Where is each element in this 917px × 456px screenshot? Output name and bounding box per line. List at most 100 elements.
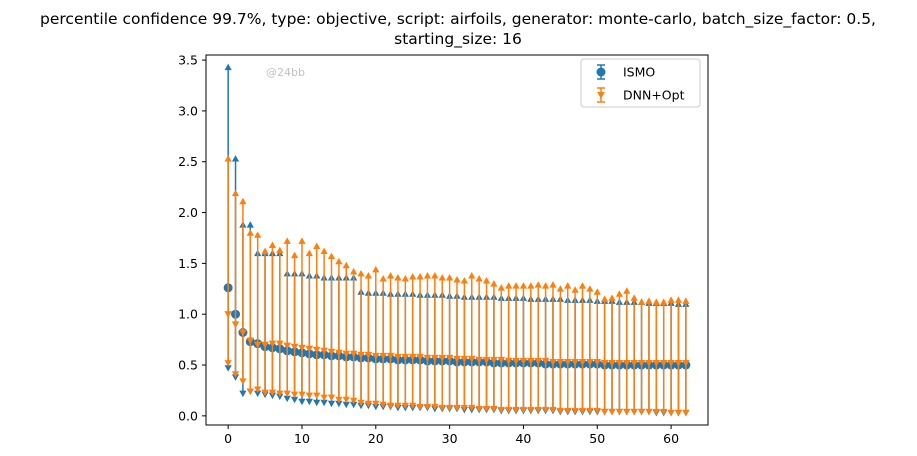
lower-cap bbox=[645, 408, 653, 416]
upper-cap bbox=[564, 282, 572, 289]
x-tick-label: 60 bbox=[663, 431, 679, 446]
lower-cap bbox=[682, 409, 690, 417]
data-point bbox=[386, 352, 395, 360]
upper-cap bbox=[320, 247, 328, 255]
lower-cap bbox=[578, 407, 587, 415]
lower-cap bbox=[593, 407, 601, 415]
lower-cap bbox=[541, 406, 550, 414]
data-point bbox=[578, 358, 587, 366]
lower-cap bbox=[623, 408, 631, 416]
series-dnn-opt bbox=[224, 155, 690, 417]
lower-cap bbox=[364, 400, 373, 408]
lower-cap bbox=[313, 399, 321, 407]
lower-cap bbox=[305, 398, 313, 406]
upper-cap bbox=[416, 272, 424, 280]
data-point bbox=[600, 359, 609, 367]
lower-cap bbox=[482, 405, 491, 413]
lower-cap bbox=[615, 408, 624, 416]
upper-cap bbox=[372, 265, 380, 273]
upper-cap bbox=[246, 221, 254, 228]
upper-cap bbox=[342, 261, 350, 269]
lower-cap bbox=[290, 391, 299, 399]
x-tick-label: 30 bbox=[442, 431, 458, 446]
data-point bbox=[541, 357, 550, 365]
lower-cap bbox=[497, 406, 505, 414]
lower-cap bbox=[350, 397, 358, 405]
upper-cap bbox=[615, 290, 624, 297]
upper-cap bbox=[630, 294, 638, 301]
watermark-text: @24bb bbox=[266, 66, 305, 79]
data-point bbox=[246, 337, 255, 345]
upper-cap bbox=[549, 281, 557, 288]
lower-cap bbox=[601, 408, 609, 416]
upper-cap bbox=[453, 276, 461, 283]
upper-cap bbox=[578, 282, 587, 289]
data-point bbox=[379, 352, 387, 360]
upper-cap bbox=[231, 155, 240, 162]
upper-cap bbox=[386, 271, 395, 279]
lower-cap bbox=[630, 408, 638, 416]
data-point bbox=[283, 342, 292, 350]
data-point bbox=[357, 351, 365, 359]
data-point bbox=[327, 348, 336, 356]
lower-cap bbox=[335, 396, 343, 404]
lower-cap bbox=[379, 401, 387, 409]
upper-cap bbox=[519, 282, 528, 289]
data-point bbox=[475, 356, 483, 364]
upper-cap bbox=[608, 294, 616, 301]
y-tick-label: 2.5 bbox=[178, 154, 198, 169]
lower-cap bbox=[268, 389, 277, 397]
upper-cap bbox=[379, 275, 387, 282]
data-point bbox=[645, 359, 653, 367]
upper-cap bbox=[475, 275, 483, 282]
data-point bbox=[497, 356, 506, 364]
data-point bbox=[563, 358, 572, 366]
x-tick-label: 10 bbox=[294, 431, 310, 446]
upper-cap bbox=[290, 251, 299, 259]
lower-cap bbox=[298, 398, 306, 406]
upper-cap bbox=[482, 277, 491, 284]
data-point bbox=[504, 357, 513, 365]
lower-cap bbox=[438, 404, 446, 412]
lower-cap bbox=[283, 390, 291, 398]
lower-cap bbox=[231, 371, 240, 378]
lower-cap bbox=[505, 406, 513, 414]
data-point bbox=[290, 343, 299, 351]
y-tick-label: 3.5 bbox=[178, 53, 198, 68]
upper-cap bbox=[231, 189, 240, 197]
upper-cap bbox=[660, 298, 668, 305]
lower-cap bbox=[320, 399, 328, 407]
upper-cap bbox=[350, 267, 358, 275]
data-point bbox=[549, 358, 557, 366]
lower-cap bbox=[239, 390, 247, 398]
data-point bbox=[490, 356, 498, 364]
upper-cap bbox=[401, 275, 409, 282]
data-point bbox=[527, 357, 535, 365]
lower-cap bbox=[519, 406, 528, 414]
lower-cap bbox=[556, 407, 564, 415]
chart-title: percentile confidence 99.7%, type: objec… bbox=[40, 10, 876, 29]
y-tick-label: 1.5 bbox=[178, 256, 198, 271]
upper-cap bbox=[645, 297, 653, 304]
lower-cap bbox=[564, 407, 572, 415]
data-point bbox=[630, 359, 638, 367]
data-point bbox=[674, 359, 683, 367]
y-tick-label: 0.5 bbox=[178, 358, 198, 373]
legend: ISMO DNN+Opt bbox=[580, 58, 701, 108]
data-point bbox=[467, 355, 476, 363]
upper-cap bbox=[261, 247, 269, 255]
y-tick-label: 2.0 bbox=[178, 205, 198, 220]
lower-cap bbox=[305, 392, 313, 400]
lower-cap bbox=[423, 403, 432, 411]
x-tick-label: 50 bbox=[589, 431, 605, 446]
lower-cap bbox=[490, 405, 498, 413]
upper-cap bbox=[534, 281, 542, 288]
lower-cap bbox=[239, 378, 247, 385]
data-point bbox=[349, 350, 358, 358]
data-point bbox=[571, 358, 579, 366]
upper-cap bbox=[335, 257, 343, 265]
lower-cap bbox=[534, 406, 542, 414]
lower-cap bbox=[261, 389, 269, 397]
legend-marker bbox=[597, 91, 605, 99]
upper-cap bbox=[409, 272, 417, 280]
